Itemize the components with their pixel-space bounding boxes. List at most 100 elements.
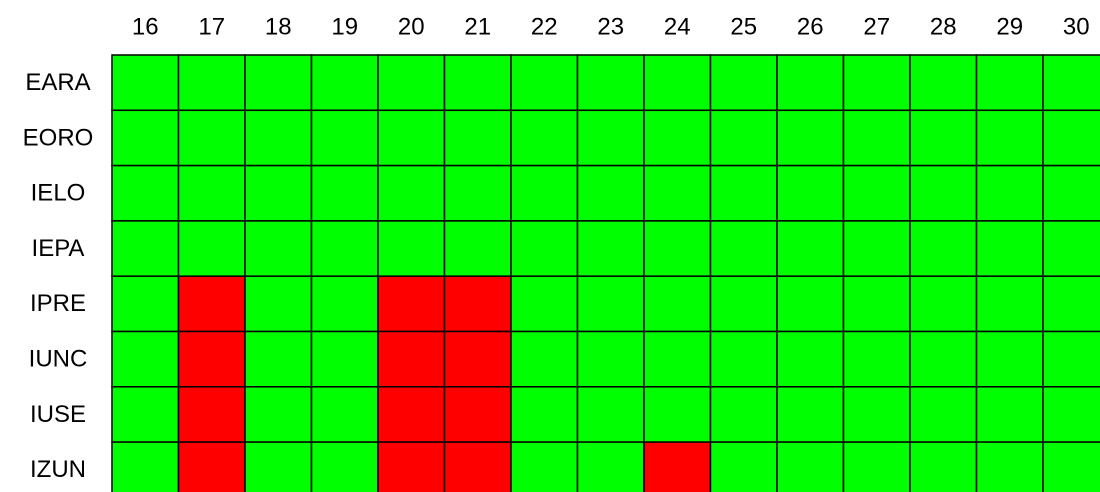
cell xyxy=(643,330,712,388)
column-header: 26 xyxy=(797,13,824,40)
cell xyxy=(111,220,180,277)
cell xyxy=(643,275,712,333)
cell xyxy=(776,220,845,277)
cell xyxy=(1042,275,1100,333)
cell xyxy=(576,220,645,277)
cell xyxy=(909,54,978,112)
column-header: 22 xyxy=(531,13,558,40)
cell xyxy=(510,220,579,277)
cell xyxy=(244,330,313,388)
cell xyxy=(909,109,978,167)
cell xyxy=(709,220,778,277)
column-header: 16 xyxy=(132,13,159,40)
row-label: IZUN xyxy=(30,456,86,483)
cell xyxy=(576,164,645,222)
column-header: 30 xyxy=(1063,13,1090,40)
cell xyxy=(909,275,978,333)
cell xyxy=(244,109,313,167)
cell xyxy=(310,109,379,167)
cell xyxy=(310,275,379,333)
cell xyxy=(377,330,446,388)
row-label: IELO xyxy=(31,180,86,207)
cell xyxy=(443,441,512,492)
cell xyxy=(709,386,778,443)
cell xyxy=(709,330,778,388)
cell xyxy=(842,330,911,388)
cell xyxy=(842,109,911,167)
cell xyxy=(776,386,845,443)
cell xyxy=(842,220,911,277)
cell xyxy=(842,54,911,112)
cell xyxy=(244,54,313,112)
cell xyxy=(1042,109,1100,167)
cell xyxy=(909,164,978,222)
cell xyxy=(443,330,512,388)
cell xyxy=(776,441,845,492)
cell xyxy=(310,220,379,277)
cell xyxy=(709,441,778,492)
cell xyxy=(443,275,512,333)
cell xyxy=(377,441,446,492)
cell xyxy=(842,164,911,222)
cell xyxy=(377,164,446,222)
cell xyxy=(510,441,579,492)
cell xyxy=(510,386,579,443)
cell xyxy=(909,441,978,492)
column-header: 28 xyxy=(930,13,957,40)
cell xyxy=(1042,441,1100,492)
cell xyxy=(776,54,845,112)
cell xyxy=(975,164,1044,222)
cell xyxy=(510,330,579,388)
cell xyxy=(377,386,446,443)
cell xyxy=(576,441,645,492)
cell xyxy=(111,386,180,443)
column-header: 19 xyxy=(331,13,358,40)
cell xyxy=(177,386,246,443)
cell xyxy=(1042,386,1100,443)
cell xyxy=(576,109,645,167)
cell xyxy=(111,54,180,112)
cell xyxy=(310,386,379,443)
cell xyxy=(443,54,512,112)
cell xyxy=(975,275,1044,333)
cell xyxy=(443,109,512,167)
cell xyxy=(975,109,1044,167)
cell xyxy=(111,330,180,388)
cell xyxy=(177,109,246,167)
cell xyxy=(377,275,446,333)
cell xyxy=(643,220,712,277)
cell xyxy=(643,386,712,443)
column-header: 24 xyxy=(664,13,691,40)
cell xyxy=(643,441,712,492)
row-label: EARA xyxy=(25,69,90,96)
column-header: 29 xyxy=(996,13,1023,40)
cell xyxy=(1042,330,1100,388)
column-header: 25 xyxy=(730,13,757,40)
cell xyxy=(643,164,712,222)
cell xyxy=(776,330,845,388)
cell xyxy=(909,220,978,277)
column-header: 17 xyxy=(198,13,225,40)
cell xyxy=(576,54,645,112)
cell xyxy=(111,275,180,333)
cell xyxy=(709,275,778,333)
cell xyxy=(244,275,313,333)
cell xyxy=(310,330,379,388)
cell xyxy=(111,441,180,492)
cell xyxy=(975,330,1044,388)
row-label: IUNC xyxy=(29,345,88,372)
cell xyxy=(975,441,1044,492)
cell xyxy=(310,441,379,492)
cell xyxy=(776,275,845,333)
cell xyxy=(310,164,379,222)
cell xyxy=(1042,164,1100,222)
cell xyxy=(244,220,313,277)
cell xyxy=(510,164,579,222)
cell xyxy=(709,54,778,112)
row-label: EORO xyxy=(23,124,94,151)
cell xyxy=(842,275,911,333)
cell xyxy=(310,54,379,112)
cell xyxy=(1042,220,1100,277)
cell xyxy=(377,109,446,167)
